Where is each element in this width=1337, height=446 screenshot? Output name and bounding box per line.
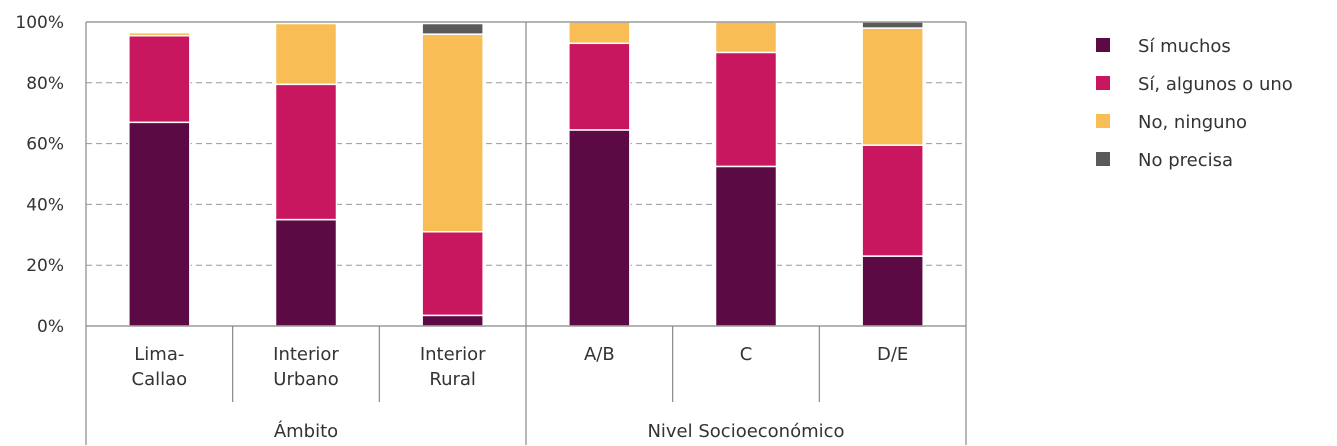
y-tick-label: 80%	[26, 74, 64, 94]
bar-segment	[421, 22, 484, 35]
x-category-label: Rural	[429, 369, 476, 390]
x-category-label: D/E	[877, 344, 908, 365]
bar-segment	[714, 51, 778, 168]
bar-segment	[568, 42, 631, 131]
x-category-label: Interior	[273, 344, 339, 365]
legend: Sí muchos Sí, algunos o uno No, ninguno No …	[1096, 36, 1293, 171]
bar-segment	[861, 144, 924, 257]
x-category-label: Callao	[132, 369, 188, 390]
x-category-label: C	[740, 344, 753, 365]
legend-swatch	[1096, 114, 1110, 128]
bars	[128, 21, 924, 327]
bar-segment	[128, 121, 191, 327]
bar-segment	[714, 21, 778, 54]
plot-frame	[85, 21, 967, 445]
bar-segment	[128, 34, 191, 124]
bar-segment	[861, 21, 924, 29]
bar-segment	[861, 255, 924, 327]
y-tick-label: 20%	[26, 256, 64, 276]
legend-label: No, ninguno	[1138, 112, 1247, 133]
bar-segment	[421, 231, 484, 317]
group-labels: Ámbito Nivel Socioeconómico	[274, 420, 845, 442]
x-category-label: A/B	[584, 344, 615, 365]
bar-segment	[274, 22, 338, 86]
y-tick-label: 40%	[26, 195, 64, 215]
legend-label: No precisa	[1138, 150, 1233, 171]
bar-segment	[861, 27, 924, 146]
y-tick-label: 0%	[37, 317, 64, 337]
bar-segment	[274, 83, 338, 221]
x-group-label: Ámbito	[274, 420, 338, 442]
x-category-label: Lima-	[134, 344, 184, 365]
bar-segment	[128, 31, 191, 37]
legend-swatch	[1096, 76, 1110, 90]
bar-segment	[274, 218, 338, 327]
y-tick-label: 60%	[26, 135, 64, 155]
bar-segment	[568, 21, 631, 45]
category-labels: Lima- Callao Interior Urbano Interior Rural A/…	[132, 344, 909, 390]
y-tick-label: 100%	[15, 13, 64, 33]
y-axis-tick-labels: 0% 20% 40% 60% 80% 100%	[15, 13, 64, 337]
legend-swatch	[1096, 152, 1110, 166]
bar-segment	[421, 33, 484, 233]
legend-label: Sí, algunos o uno	[1138, 74, 1293, 95]
bar-segment	[714, 165, 778, 327]
legend-swatch	[1096, 38, 1110, 52]
bar-segment	[421, 314, 484, 327]
x-group-label: Nivel Socioeconómico	[647, 421, 844, 442]
legend-label: Sí muchos	[1138, 36, 1231, 57]
bar-segment	[568, 129, 631, 327]
x-category-label: Urbano	[273, 369, 338, 390]
x-category-label: Interior	[420, 344, 486, 365]
